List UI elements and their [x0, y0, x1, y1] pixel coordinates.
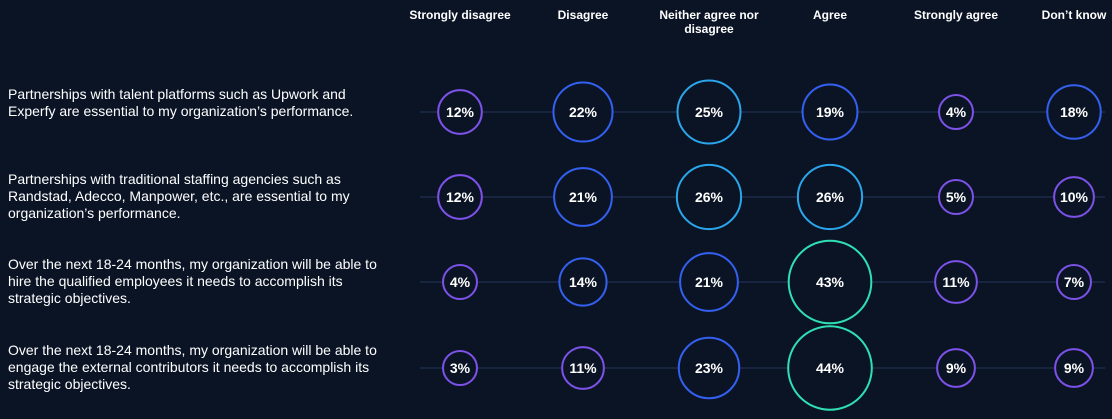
value-label: 18% [1060, 104, 1089, 120]
bubble [558, 257, 608, 307]
bubble [787, 325, 873, 411]
value-label: 21% [695, 274, 724, 290]
value-label: 25% [695, 104, 724, 120]
row-label: Partnerships with talent platforms such … [8, 86, 354, 119]
column-header: Agree [812, 8, 847, 22]
bubble [1053, 176, 1095, 218]
value-label: 3% [450, 360, 471, 376]
value-label: 9% [1064, 360, 1085, 376]
bubble [938, 179, 974, 215]
bubble [561, 346, 605, 390]
bubble [437, 89, 483, 135]
bubble [1046, 84, 1102, 140]
bubble [553, 167, 613, 227]
value-label: 10% [1060, 189, 1089, 205]
value-label: 5% [946, 189, 967, 205]
bubble [796, 163, 864, 231]
bubble [938, 94, 974, 130]
bubble [1056, 264, 1092, 300]
bubble [677, 336, 741, 400]
value-label: 21% [569, 189, 598, 205]
column-header: Strongly disagree [409, 8, 511, 22]
bubble [801, 83, 859, 141]
row-label: Over the next 18-24 months, my organizat… [8, 256, 377, 306]
value-label: 12% [446, 104, 475, 120]
value-label: 7% [1064, 274, 1085, 290]
bubble [552, 81, 614, 143]
value-label: 26% [816, 189, 845, 205]
value-label: 4% [450, 274, 471, 290]
value-label: 23% [695, 360, 724, 376]
bubble [787, 239, 873, 325]
value-label: 9% [946, 360, 967, 376]
value-label: 22% [569, 104, 598, 120]
bubble [437, 174, 483, 220]
bubble [442, 350, 478, 386]
column-header: Disagree [557, 8, 609, 22]
bubble [936, 348, 976, 388]
value-label: 14% [569, 274, 598, 290]
bubble [442, 264, 478, 300]
value-label: 12% [446, 189, 475, 205]
bubble [675, 163, 743, 231]
column-header: Strongly agree [913, 8, 999, 22]
value-label: 43% [816, 274, 845, 290]
value-label: 11% [942, 274, 970, 290]
value-label: 44% [816, 360, 845, 376]
bubble [1054, 348, 1094, 388]
value-label: 19% [816, 104, 845, 120]
bubble [676, 79, 742, 145]
value-label: 11% [569, 360, 597, 376]
column-header: Neither agree nor disagree [659, 8, 759, 36]
row-label: Over the next 18-24 months, my organizat… [8, 342, 377, 392]
column-header: Don’t know [1041, 8, 1107, 22]
bubble [679, 252, 739, 312]
row-label: Partnerships with traditional staffing a… [8, 171, 350, 221]
value-label: 4% [946, 104, 967, 120]
value-label: 26% [695, 189, 724, 205]
bubble [934, 260, 978, 304]
